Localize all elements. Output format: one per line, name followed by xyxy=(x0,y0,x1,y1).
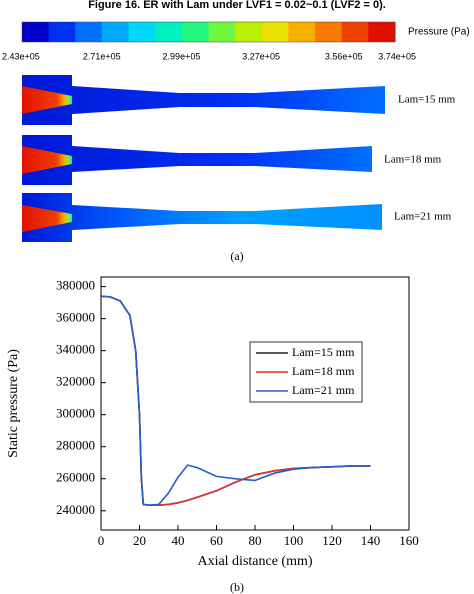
y-tick-label: 380000 xyxy=(56,278,95,293)
y-tick-label: 360000 xyxy=(56,310,95,325)
colorbar-swatch xyxy=(208,22,236,42)
colorbar-tick-label: 3.27e+05 xyxy=(242,51,280,61)
x-tick-label: 160 xyxy=(399,533,419,548)
colorbar-swatch xyxy=(181,22,209,42)
x-tick-label: 120 xyxy=(322,533,342,548)
colorbar-tick-label: 3.74e+05 xyxy=(378,51,416,61)
y-tick-label: 340000 xyxy=(56,342,95,357)
colorbar-tick-label: 3.56e+05 xyxy=(325,51,363,61)
legend-label: Lam=21 mm xyxy=(292,383,355,397)
y-tick-label: 260000 xyxy=(56,470,95,485)
contour-1 xyxy=(22,75,385,125)
contour-label: Lam=18 mm xyxy=(384,154,442,166)
x-tick-label: 140 xyxy=(361,533,381,548)
colorbar-swatch xyxy=(48,22,76,42)
colorbar-swatch xyxy=(22,22,50,42)
x-tick-label: 0 xyxy=(98,533,105,548)
colorbar-swatch xyxy=(315,22,343,42)
jet-core xyxy=(22,205,72,232)
x-tick-label: 80 xyxy=(249,533,262,548)
contour-3 xyxy=(22,193,382,242)
colorbar-swatch xyxy=(261,22,289,42)
x-tick-label: 40 xyxy=(172,533,185,548)
y-tick-label: 320000 xyxy=(56,374,95,389)
colorbar-tick-label: 2.99e+05 xyxy=(163,51,201,61)
colorbar-swatch xyxy=(75,22,103,42)
legend-label: Lam=18 mm xyxy=(292,364,355,378)
x-tick-label: 20 xyxy=(133,533,146,548)
colorbar-swatch xyxy=(341,22,369,42)
y-tick-label: 280000 xyxy=(56,438,95,453)
jet-core xyxy=(22,86,72,114)
colorbar-swatch xyxy=(288,22,316,42)
nozzle xyxy=(22,75,385,125)
colorbar-swatch xyxy=(235,22,263,42)
contour-2 xyxy=(22,135,372,185)
chart: 240000 260000 280000 300000 320000 340000 3600… xyxy=(6,276,419,569)
jet-core xyxy=(22,146,72,174)
colorbar-swatch xyxy=(155,22,183,42)
colorbar-tick-label: 2.43e+05 xyxy=(2,51,40,61)
nozzle xyxy=(22,193,382,242)
panel-label: (b) xyxy=(230,580,244,594)
nozzle xyxy=(22,135,372,185)
y-tick-label: 300000 xyxy=(56,406,95,421)
colorbar-swatch xyxy=(368,22,396,42)
y-axis-label: Static pressure (Pa) xyxy=(6,349,21,458)
y-tick-label: 240000 xyxy=(56,502,95,517)
colorbar-swatch xyxy=(101,22,130,42)
series-line xyxy=(100,295,371,507)
colorbar-tick-label: 2.71e+05 xyxy=(83,51,121,61)
colorbar-swatch xyxy=(128,22,156,42)
colorbar-frame xyxy=(21,21,396,43)
legend-label: Lam=15 mm xyxy=(292,345,355,359)
colorbar-label: Pressure (Pa) xyxy=(408,27,470,38)
x-tick-label: 100 xyxy=(284,533,304,548)
plot-frame xyxy=(100,276,410,531)
contour-label: Lam=21 mm xyxy=(394,211,452,223)
x-axis-label: Axial distance (mm) xyxy=(197,554,312,569)
panel-label: (a) xyxy=(230,249,243,263)
x-tick-label: 60 xyxy=(210,533,223,548)
caption: Figure 16. ER with Lam under LVF1 = 0.02… xyxy=(88,0,386,11)
contour-label: Lam=15 mm xyxy=(398,94,456,106)
